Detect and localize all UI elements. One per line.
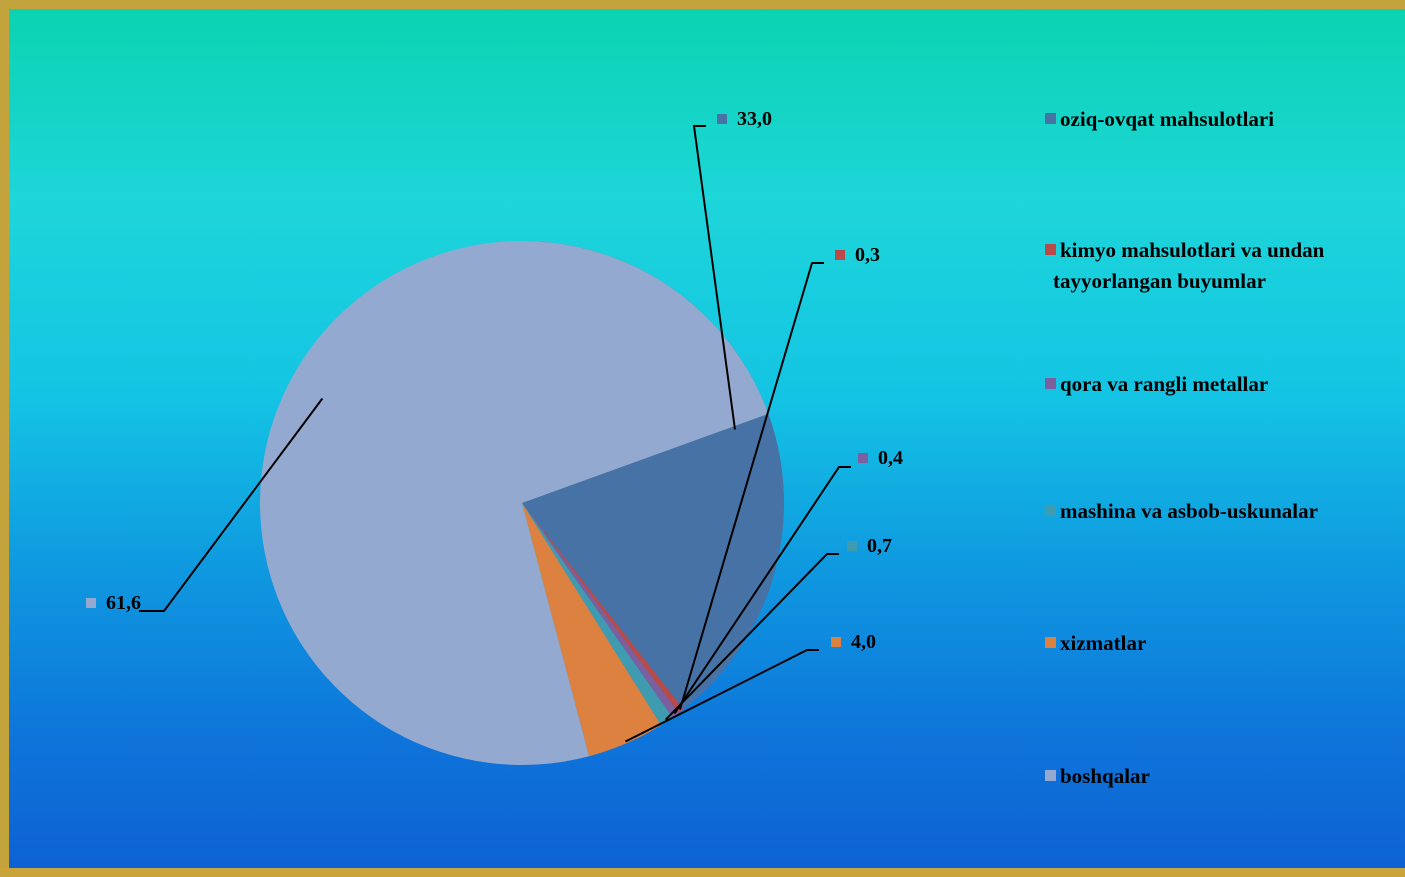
pie-slice [259,241,769,766]
pie-slice [522,503,684,713]
legend-label: boshqalar [1060,764,1150,788]
data-label: 61,6 [106,592,141,614]
data-label-marker [831,637,841,647]
data-label: 0,3 [855,244,880,266]
pie-slice [522,503,673,726]
data-label-marker [858,453,868,463]
data-label-marker [717,114,727,124]
pie-slice [522,503,662,757]
pie-slice [522,503,679,718]
legend-marker [1045,505,1056,516]
data-label: 0,4 [878,447,903,469]
leader-line [664,553,839,721]
pie-chart: 33,0 0,3 0,4 0,7 4,0 61,6 oziq-ovqat mahsulotl… [86,107,1325,788]
legend-label: xizmatlar [1060,631,1146,655]
data-label: 4,0 [851,631,876,653]
leader-line [673,466,851,715]
legend-label: tayyorlangan buyumlar [1053,269,1266,293]
legend-marker [1045,770,1056,781]
legend-label: oziq-ovqat mahsulotlari [1060,107,1274,131]
legend-marker [1045,637,1056,648]
data-label-marker [835,250,845,260]
data-label-marker [86,598,96,608]
leader-line [679,262,824,710]
legend-label: kimyo mahsulotlari va undan [1060,238,1325,262]
legend-marker [1045,378,1056,389]
legend-label: mashina va asbob-uskunalar [1060,499,1318,523]
legend-marker [1045,244,1056,255]
leader-line [139,397,324,612]
leader-line [692,125,736,430]
data-label: 0,7 [867,535,892,557]
legend-label: qora va rangli metallar [1060,372,1268,396]
legend-marker [1045,113,1056,124]
leader-line [624,649,819,743]
data-label: 33,0 [737,108,772,130]
data-label-marker [847,541,857,551]
